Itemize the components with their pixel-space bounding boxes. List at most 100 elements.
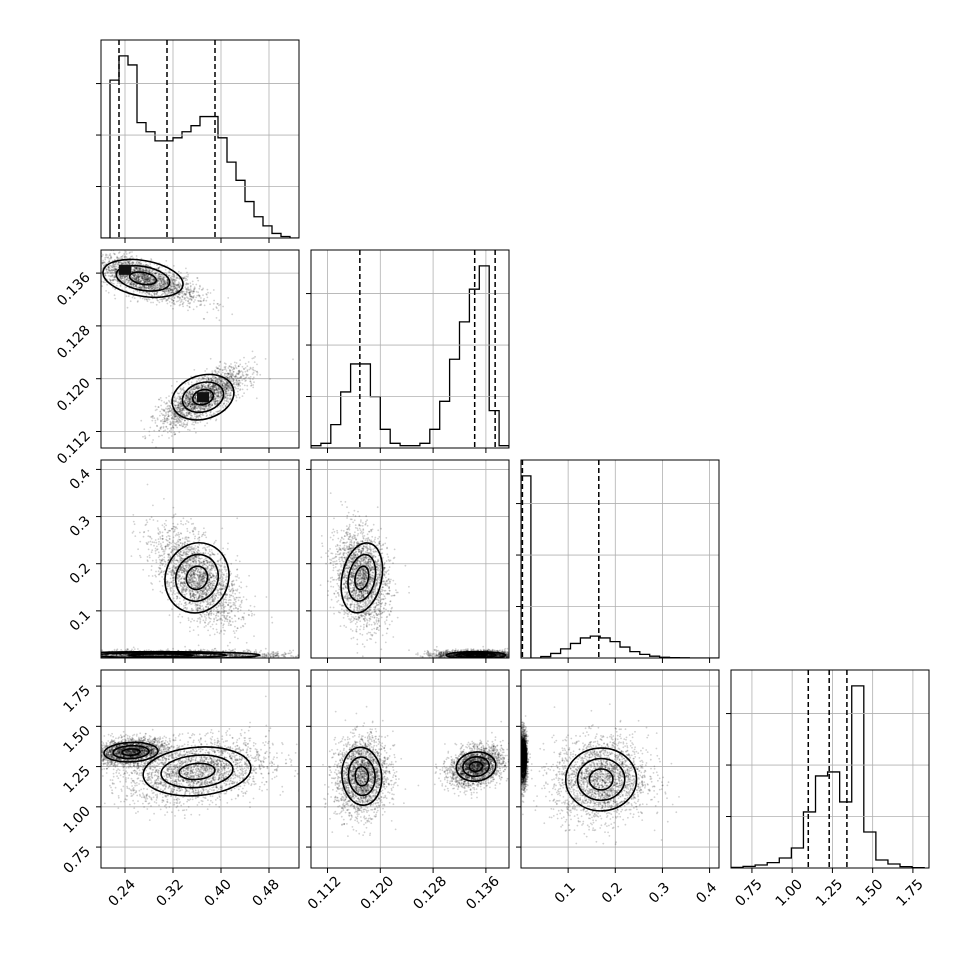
scatter-point (143, 274, 146, 277)
scatter-point (185, 288, 188, 290)
scatter-point (137, 273, 140, 276)
scatter-point (201, 386, 204, 389)
scatter-point (138, 291, 141, 294)
scatter-point (174, 287, 177, 289)
scatter-point (223, 399, 226, 402)
scatter-point (190, 295, 193, 298)
scatter-point (119, 285, 122, 287)
scatter-point (166, 281, 169, 284)
scatter-point (175, 290, 178, 293)
scatter-point (206, 288, 209, 291)
scatter-point (137, 276, 140, 279)
scatter-point (76, 254, 78, 256)
scatter-point (249, 378, 252, 380)
scatter-point (94, 262, 96, 264)
scatter-point (167, 290, 170, 292)
scatter-point (222, 406, 225, 409)
scatter-point (153, 429, 156, 432)
scatter-point (219, 379, 222, 382)
scatter-point (170, 414, 173, 417)
scatter-point (160, 286, 163, 289)
scatter-point (141, 276, 144, 278)
scatter-point (196, 385, 199, 387)
scatter-point (184, 394, 187, 397)
scatter-point (64, 251, 66, 253)
scatter-point (172, 281, 175, 284)
scatter-point (141, 286, 144, 289)
scatter-point (170, 288, 173, 291)
scatter-point (217, 377, 220, 379)
scatter-point (98, 282, 100, 284)
scatter-point (250, 385, 252, 387)
scatter-point (144, 437, 147, 440)
scatter-point (170, 279, 173, 281)
scatter-point (161, 419, 164, 421)
scatter-point (225, 403, 228, 405)
scatter-point (220, 373, 223, 375)
scatter-point (255, 370, 258, 373)
scatter-point (162, 427, 165, 429)
scatter-point (73, 269, 75, 271)
scatter-point (145, 294, 148, 297)
scatter-point (243, 392, 246, 395)
scatter-point (80, 258, 82, 260)
scatter-point (212, 302, 215, 305)
scatter-point (178, 270, 180, 273)
scatter-point (187, 282, 189, 285)
scatter-point (209, 411, 212, 414)
scatter-point (162, 280, 165, 283)
scatter-point (134, 267, 137, 269)
scatter-point (207, 384, 210, 387)
scatter-point (110, 265, 112, 267)
scatter-point (152, 271, 155, 274)
scatter-point (205, 386, 208, 389)
scatter-point (230, 378, 233, 380)
scatter-point (141, 277, 144, 280)
scatter-point (141, 286, 144, 289)
scatter-point (145, 287, 148, 290)
scatter-point (171, 301, 174, 304)
scatter-point (143, 273, 146, 276)
scatter-point (190, 290, 193, 293)
scatter-point (241, 379, 244, 381)
scatter-point (184, 277, 187, 279)
scatter-point (82, 261, 84, 263)
scatter-point (194, 421, 197, 423)
scatter-point (167, 410, 169, 413)
scatter-point (137, 280, 140, 283)
scatter-point (197, 415, 200, 418)
scatter-point (171, 280, 174, 283)
scatter-point (173, 590, 175, 592)
scatter-point (160, 280, 163, 283)
scatter-point (162, 420, 165, 423)
scatter-point (118, 282, 121, 284)
scatter-point (145, 286, 148, 289)
scatter-point (113, 264, 116, 266)
scatter-point (251, 368, 254, 371)
scatter-point (186, 289, 188, 292)
scatter-point (159, 277, 162, 280)
scatter-point (108, 271, 110, 274)
scatter-point (177, 401, 180, 403)
scatter-point (88, 249, 90, 251)
scatter-point (232, 370, 235, 373)
scatter-point (138, 261, 140, 264)
scatter-point (189, 289, 192, 292)
scatter-point (199, 285, 201, 288)
scatter-point (119, 275, 122, 278)
scatter-point (124, 255, 127, 258)
scatter-point (186, 424, 189, 426)
scatter-point (137, 277, 140, 279)
scatter-point (188, 292, 191, 294)
density-peak (119, 264, 131, 275)
scatter-point (180, 423, 183, 425)
scatter-point (217, 367, 220, 370)
scatter-point (217, 370, 220, 373)
scatter-point (215, 388, 218, 391)
scatter-point (164, 269, 167, 271)
scatter-point (163, 422, 165, 425)
scatter-point (78, 260, 80, 262)
scatter-point (223, 368, 226, 371)
scatter-point (153, 278, 156, 281)
scatter-point (241, 365, 244, 368)
